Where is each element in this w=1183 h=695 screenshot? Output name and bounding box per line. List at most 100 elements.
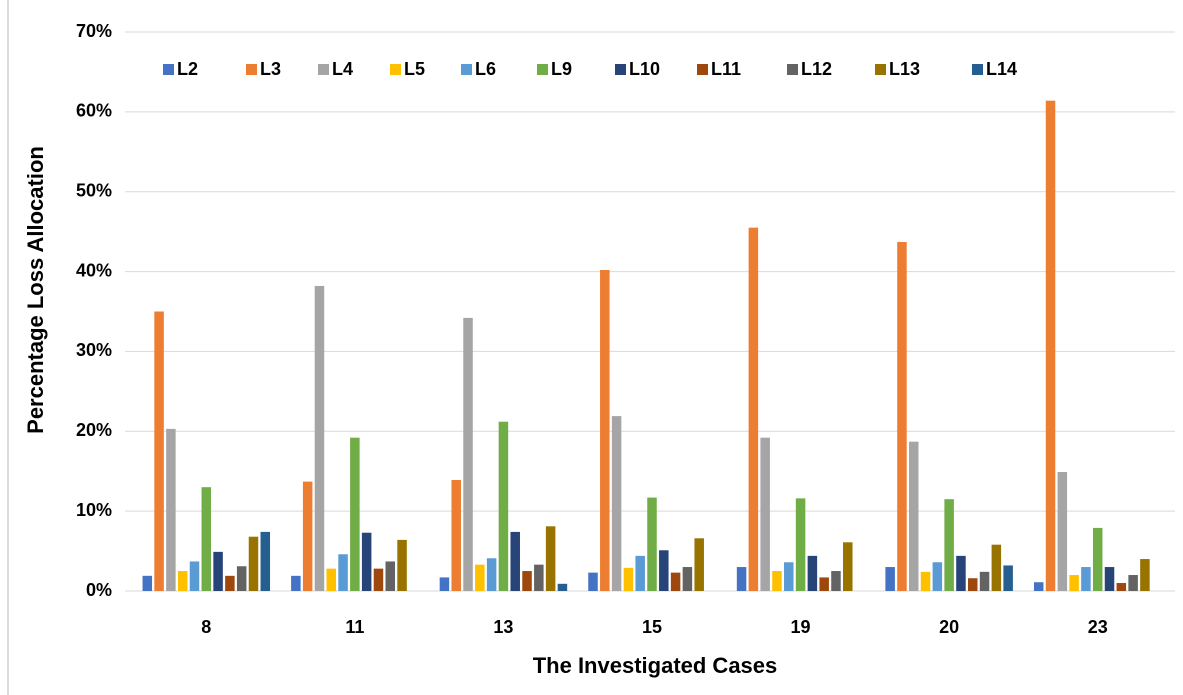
legend-label: L6 xyxy=(475,59,496,79)
bar xyxy=(979,571,990,591)
bar xyxy=(177,571,188,591)
bar xyxy=(647,497,657,591)
bar xyxy=(522,571,532,591)
legend-label: L5 xyxy=(404,59,425,79)
x-tick-label: 20 xyxy=(939,617,959,637)
bar xyxy=(1128,575,1138,591)
bar xyxy=(142,575,153,591)
bar xyxy=(1003,565,1013,591)
legend-swatch xyxy=(787,64,798,75)
bar xyxy=(1033,582,1044,591)
x-tick-label: 19 xyxy=(791,617,811,637)
bar xyxy=(908,441,919,591)
bar xyxy=(439,577,450,591)
bar xyxy=(635,555,645,591)
bar xyxy=(920,571,931,591)
bar xyxy=(1104,567,1115,591)
bar xyxy=(260,531,271,591)
x-tick-label: 15 xyxy=(642,617,662,637)
bar xyxy=(1081,567,1091,591)
bar xyxy=(534,564,544,591)
y-tick-label: 0% xyxy=(86,580,112,600)
x-axis-title: The Investigated Cases xyxy=(533,653,778,678)
bar xyxy=(807,555,818,591)
bar xyxy=(1140,559,1150,591)
bar xyxy=(326,568,337,591)
bar xyxy=(611,416,622,591)
x-tick-label: 8 xyxy=(201,617,211,637)
legend-swatch xyxy=(615,64,626,75)
x-tick-label: 23 xyxy=(1088,617,1108,637)
bar xyxy=(843,542,853,591)
legend-swatch xyxy=(461,64,472,75)
bar xyxy=(510,531,520,591)
bar xyxy=(397,539,407,591)
bar xyxy=(885,567,895,591)
y-tick-label: 70% xyxy=(76,21,112,41)
bar xyxy=(956,555,966,591)
bar xyxy=(361,532,372,591)
bar xyxy=(623,567,634,591)
legend-swatch xyxy=(163,64,174,75)
bar xyxy=(201,487,212,591)
bar xyxy=(967,578,978,591)
bar xyxy=(819,577,829,591)
bar xyxy=(373,568,384,591)
bar xyxy=(600,269,610,591)
bar xyxy=(897,242,907,591)
legend-label: L13 xyxy=(889,59,920,79)
bar xyxy=(248,536,259,591)
y-tick-label: 20% xyxy=(76,420,112,440)
bar xyxy=(486,558,497,591)
y-tick-label: 60% xyxy=(76,101,112,121)
bar xyxy=(944,499,954,591)
y-tick-label: 40% xyxy=(76,260,112,280)
bar xyxy=(772,571,782,591)
legend-swatch xyxy=(972,64,983,75)
bar xyxy=(1116,583,1127,591)
bar xyxy=(659,550,669,591)
legend-label: L14 xyxy=(986,59,1017,79)
bar xyxy=(1092,527,1103,591)
legend-label: L3 xyxy=(260,59,281,79)
bar xyxy=(1069,575,1079,591)
legend-swatch xyxy=(246,64,257,75)
bar xyxy=(463,317,473,591)
legend-label: L9 xyxy=(551,59,572,79)
legend-label: L2 xyxy=(177,59,198,79)
bar xyxy=(1045,100,1056,592)
x-tick-label: 13 xyxy=(493,617,513,637)
bar xyxy=(166,428,176,591)
bar xyxy=(557,583,568,591)
bar xyxy=(760,437,770,591)
x-tick-label: 11 xyxy=(345,617,364,637)
legend-label: L4 xyxy=(332,59,353,79)
bar xyxy=(545,526,556,591)
bar xyxy=(991,544,1002,591)
bar xyxy=(682,567,693,591)
legend-swatch xyxy=(318,64,329,75)
bar xyxy=(748,227,759,591)
bar xyxy=(736,567,747,591)
bar xyxy=(475,564,485,591)
bar xyxy=(302,481,313,591)
bar xyxy=(291,575,301,591)
y-tick-label: 50% xyxy=(76,180,112,200)
bar xyxy=(670,572,681,591)
legend-label: L11 xyxy=(711,59,741,79)
bar xyxy=(350,437,360,591)
legend-label: L10 xyxy=(629,59,660,79)
bar xyxy=(588,572,598,591)
bar xyxy=(189,561,200,591)
bar xyxy=(225,575,235,591)
bar xyxy=(694,538,704,591)
bar xyxy=(784,562,794,591)
bar xyxy=(795,498,806,591)
bar xyxy=(236,566,247,591)
bar xyxy=(154,311,164,591)
bar xyxy=(213,551,223,591)
bar xyxy=(385,561,396,591)
bar xyxy=(932,562,943,591)
bar xyxy=(498,421,509,591)
